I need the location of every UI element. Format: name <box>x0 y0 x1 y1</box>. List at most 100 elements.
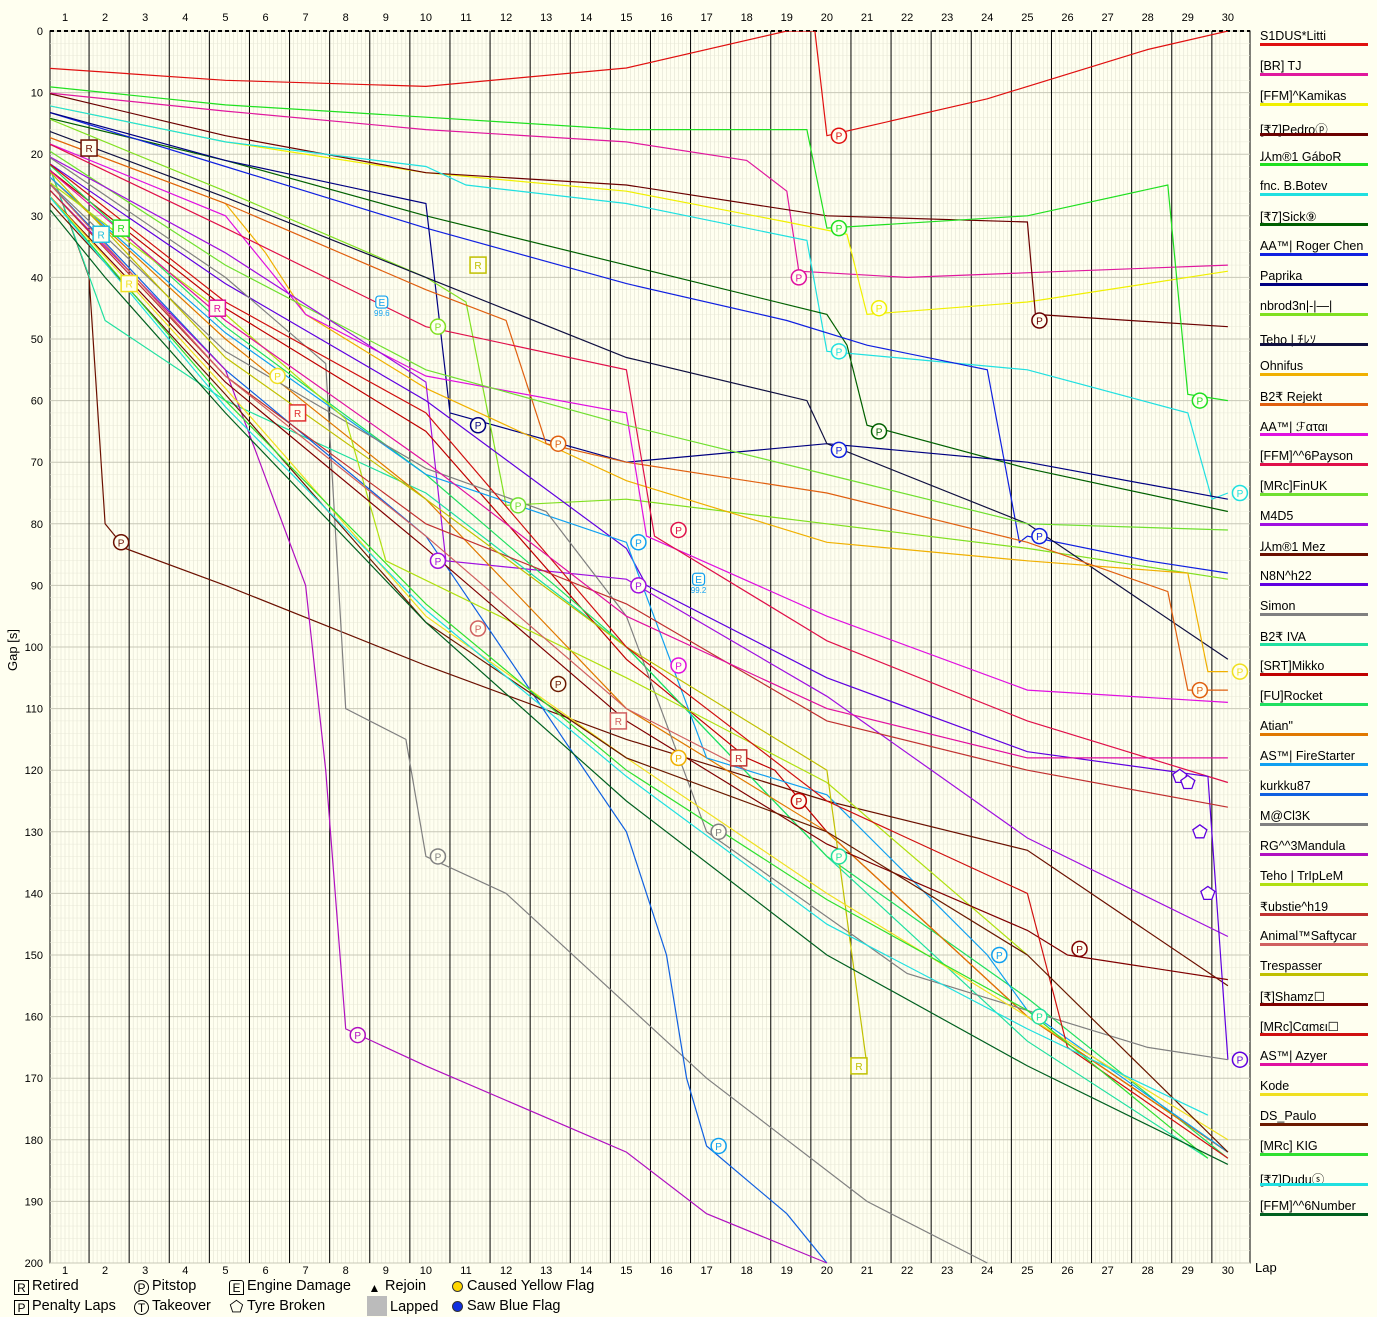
legend-label: [FFM]^^6Number <box>1260 1199 1356 1213</box>
key-yellow-label: Caused Yellow Flag <box>467 1278 595 1294</box>
legend-label: DS_Paulo <box>1260 1109 1317 1123</box>
event-marker-letter: R <box>126 280 133 291</box>
pitstop-marker <box>830 127 848 144</box>
event-marker-P: P <box>429 318 447 335</box>
pitstop-marker <box>549 435 567 452</box>
x-tick-label-top: 23 <box>941 12 953 24</box>
legend-item: AA™| ℱαται <box>1259 419 1369 449</box>
y-tick-label: 30 <box>31 211 43 223</box>
legend-swatch <box>1260 343 1368 346</box>
series-line-12 <box>50 136 1228 673</box>
pitstop-marker <box>1071 940 1088 958</box>
engine-value-label: 99.6 <box>374 309 390 318</box>
event-marker-P: P <box>112 534 130 551</box>
event-marker-P: P <box>549 435 567 452</box>
pitstop-marker <box>1231 484 1249 502</box>
event-marker-letter: E <box>378 298 385 309</box>
series-line-6 <box>50 105 1229 500</box>
y-tick-label: 170 <box>25 1073 43 1085</box>
event-marker-letter: P <box>118 538 125 549</box>
retired-marker <box>288 404 307 422</box>
x-tick-label-top: 21 <box>861 12 873 24</box>
legend-swatch <box>1260 943 1368 946</box>
series-line-18 <box>50 166 1229 987</box>
lapped-icon <box>367 1296 387 1316</box>
legend-item: Animal™Saftycar <box>1259 929 1369 959</box>
legend-swatch <box>1260 433 1368 436</box>
pitstop-marker <box>710 823 727 841</box>
legend-item: Trespasser <box>1259 959 1369 989</box>
retired-marker <box>80 139 98 157</box>
legend-item: [MRc]Cαmει☐ <box>1259 1019 1369 1049</box>
pitstop-marker <box>509 497 527 514</box>
event-marker-letter: P <box>555 440 562 451</box>
series-line-40 <box>50 208 1229 1165</box>
event-marker-P: P <box>1031 527 1048 545</box>
event-marker-P: P <box>870 423 888 440</box>
legend-label: nbrod3n|-|—| <box>1260 299 1333 313</box>
y-tick-label: 120 <box>25 765 43 777</box>
tyre-marker <box>1180 774 1196 790</box>
legend-swatch <box>1260 43 1368 46</box>
pitstop-marker <box>670 657 687 674</box>
key-takeover: T Takeover <box>134 1296 211 1316</box>
pitstop-marker <box>830 848 848 865</box>
legend-label: B2₹ IVA <box>1260 630 1306 644</box>
x-tick-label: 13 <box>540 1265 552 1277</box>
event-marker-P: P <box>429 848 447 865</box>
pitstop-marker <box>830 441 848 459</box>
x-tick-label: 16 <box>660 1265 672 1277</box>
legend-item: nbrod3n|-|—| <box>1259 299 1369 329</box>
y-tick-label: 190 <box>25 1196 43 1208</box>
event-marker-letter: P <box>836 852 843 863</box>
legend-swatch <box>1260 223 1368 226</box>
y-tick-label: 40 <box>31 272 43 284</box>
x-tick-label: 6 <box>262 1265 268 1277</box>
x-tick-label: 7 <box>303 1265 309 1277</box>
legend-label: [BR] TJ <box>1260 59 1302 73</box>
x-tick-label: 23 <box>941 1265 953 1277</box>
legend-swatch <box>1260 1093 1368 1096</box>
x-tick-label-top: 30 <box>1222 12 1234 24</box>
legend-swatch <box>1260 373 1368 376</box>
key-engine-label: Engine Damage <box>247 1278 351 1294</box>
pitstop-marker <box>630 577 647 594</box>
y-tick-label: 180 <box>25 1135 43 1147</box>
event-marker-P: P <box>1071 940 1088 958</box>
event-marker-P: P <box>509 497 527 514</box>
pitstop-marker <box>429 848 447 865</box>
legend-swatch <box>1260 283 1368 286</box>
event-marker-R: R <box>850 1057 868 1075</box>
series-line-33 <box>50 195 1228 981</box>
y-tick-label: 10 <box>31 88 43 100</box>
x-tick-label-top: 12 <box>500 12 512 24</box>
legend-label: fnc. B.Botev <box>1260 179 1328 193</box>
event-marker-R: R <box>92 225 110 244</box>
pitstop-marker <box>112 534 130 551</box>
event-marker-letter: P <box>876 427 883 438</box>
event-marker-E: 99.2E <box>691 572 707 595</box>
x-tick-label: 1 <box>62 1265 68 1277</box>
event-marker-P: P <box>710 823 727 841</box>
event-marker-letter: P <box>675 526 682 537</box>
event-marker-P: P <box>670 657 687 674</box>
event-marker-letter: P <box>475 421 482 432</box>
legend-swatch <box>1260 643 1368 646</box>
event-marker-letter: R <box>294 409 301 420</box>
legend-item: Atian" <box>1259 719 1369 749</box>
pitstop-marker <box>469 416 487 434</box>
event-marker-R: R <box>80 139 98 157</box>
x-tick-label-top: 3 <box>142 12 148 24</box>
event-marker-letter: P <box>1237 489 1244 500</box>
x-tick-label-top: 28 <box>1142 12 1154 24</box>
y-tick-label: 100 <box>25 642 43 654</box>
x-tick-label: 25 <box>1021 1265 1033 1277</box>
x-tick-label-top: 11 <box>460 12 471 24</box>
pitstop-icon: P <box>134 1280 149 1295</box>
event-marker-letter: P <box>715 828 722 839</box>
rejoin-icon: ▲ <box>368 1281 381 1295</box>
legend-label: [MRc] KIG <box>1260 1139 1318 1153</box>
y-tick-label: 160 <box>25 1012 43 1024</box>
pitstop-marker <box>710 1137 727 1155</box>
legend-item: AS™| Azyer <box>1259 1049 1369 1079</box>
